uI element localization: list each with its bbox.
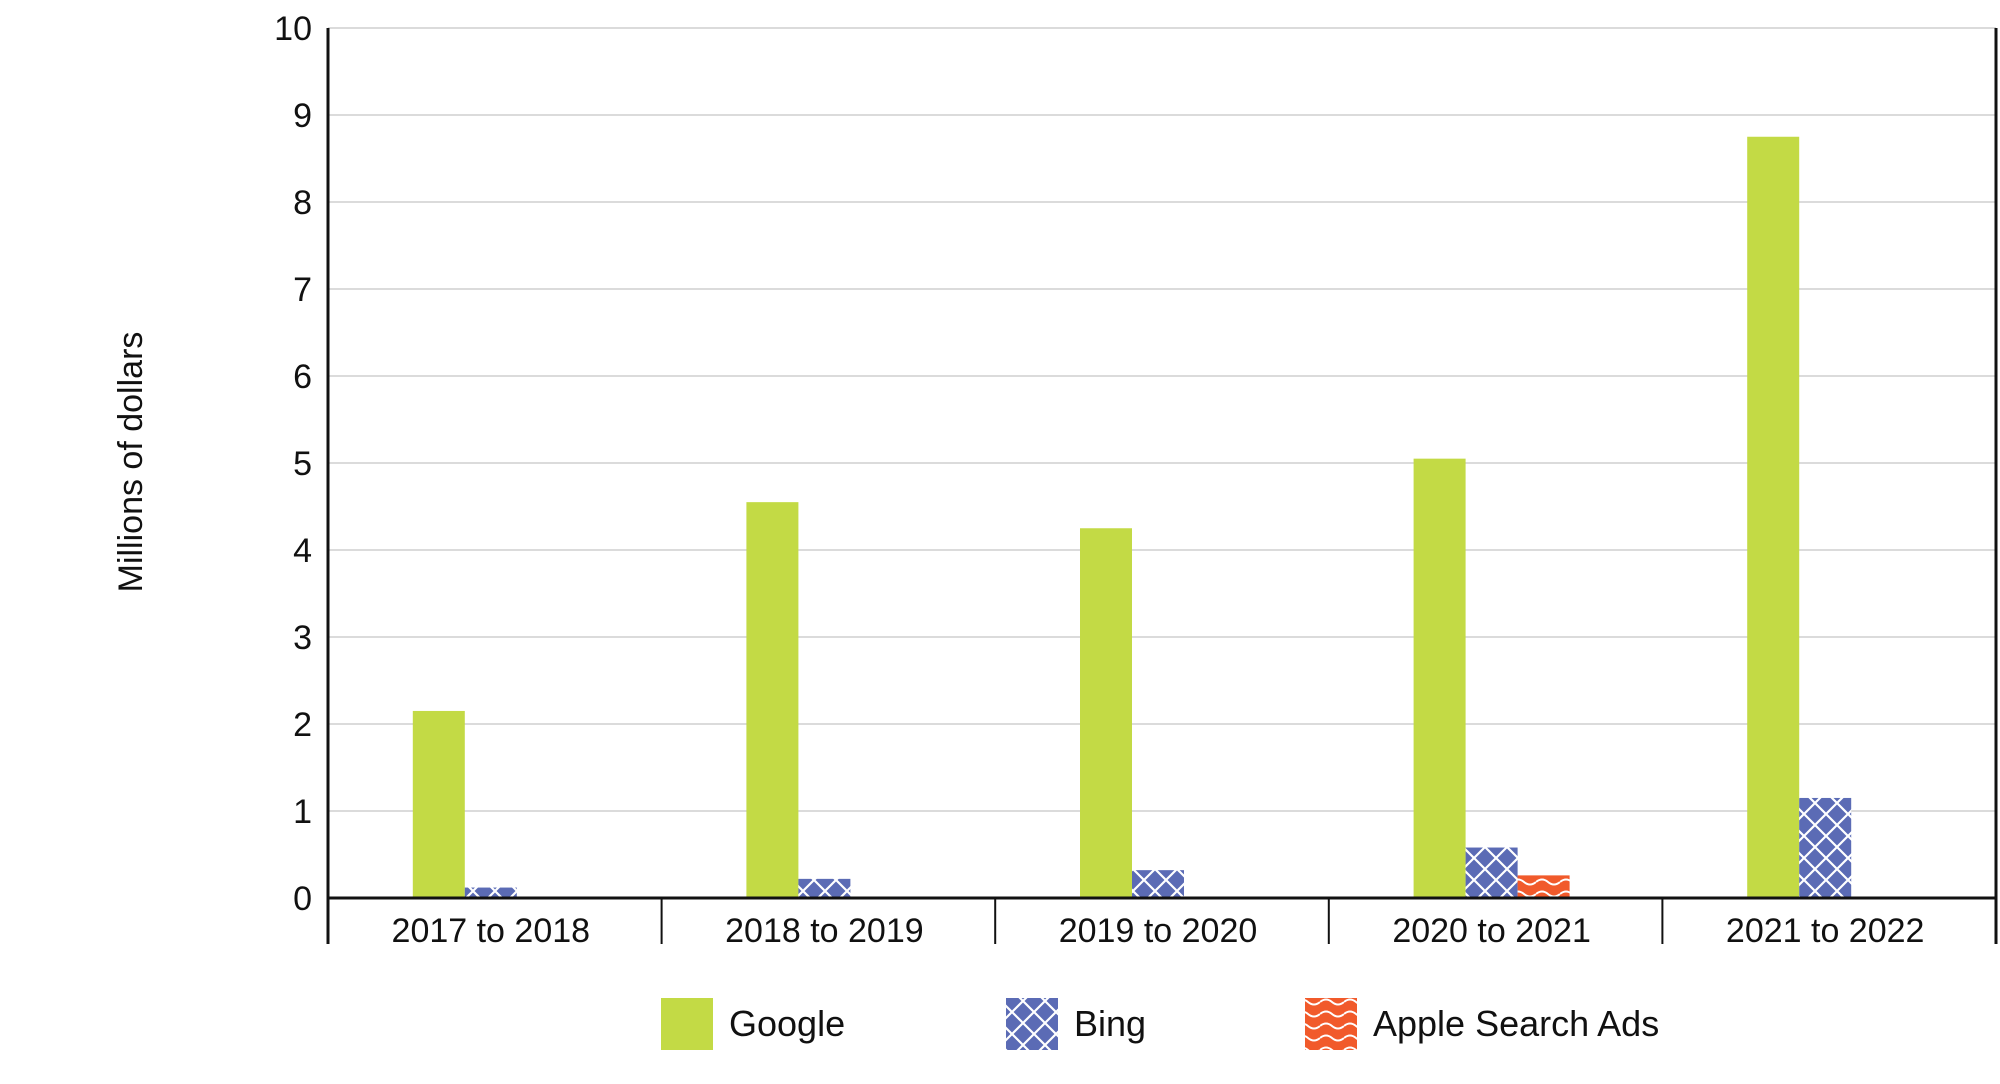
bar-apple-search-ads [1517,875,1570,898]
x-tick-labels: 2017 to 2018 2018 to 2019 2019 to 2020 2020… [392,912,1925,950]
y-tick-label: 2 [293,706,312,744]
x-tick-label: 2018 to 2019 [725,912,924,950]
y-tick-label: 9 [293,97,312,135]
bars [412,136,1852,898]
y-axis-title: Millions of dollars [112,332,150,593]
legend: Google Bing Apple Search Ads [661,998,1659,1050]
y-tick-label: 6 [293,358,312,396]
bar-google [412,710,465,898]
x-tick-label: 2021 to 2022 [1726,912,1925,950]
legend-swatch [1305,998,1357,1050]
legend-label: Google [729,1003,845,1044]
x-tick-label: 2020 to 2021 [1392,912,1591,950]
y-tick-label: 4 [293,532,312,570]
bar-bing [1132,870,1184,898]
y-tick-label: 7 [293,271,312,309]
axes [326,28,1998,944]
bar-google [1080,528,1132,898]
legend-swatch [661,998,713,1050]
bar-bing [464,887,517,898]
bar-google [1747,136,1800,898]
bar-bing [1799,797,1852,898]
x-tick-label: 2019 to 2020 [1059,912,1258,950]
y-tick-label: 0 [293,880,312,918]
legend-item-bing: Bing [1006,998,1146,1050]
bar-google [746,502,799,898]
bar-google [1413,458,1466,898]
y-tick-label: 8 [293,184,312,222]
legend-label: Bing [1074,1003,1146,1044]
bar-bing [1465,847,1518,898]
x-tick-label: 2017 to 2018 [392,912,591,950]
y-tick-labels: 0 1 2 3 4 5 6 7 8 9 10 [274,10,312,918]
legend-item-apple-search-ads: Apple Search Ads [1305,998,1659,1050]
legend-item-google: Google [661,998,845,1050]
gridlines [328,27,1996,812]
y-tick-label: 5 [293,445,312,483]
y-tick-label: 1 [293,793,312,831]
y-tick-label: 3 [293,619,312,657]
legend-label: Apple Search Ads [1373,1003,1659,1044]
y-tick-label: 10 [274,10,312,48]
bar-bing [798,878,851,898]
legend-swatch [1006,998,1058,1050]
